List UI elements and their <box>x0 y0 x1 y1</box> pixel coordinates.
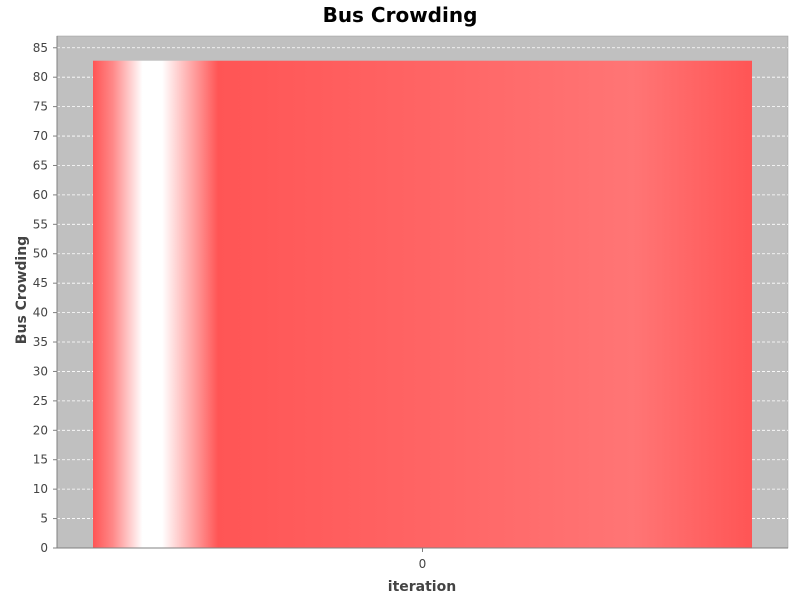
x-axis-ticks: 0 <box>419 548 427 571</box>
y-tick-label: 55 <box>33 217 48 231</box>
y-tick-label: 70 <box>33 129 48 143</box>
y-tick-label: 0 <box>40 541 48 555</box>
y-tick-label: 35 <box>33 335 48 349</box>
y-tick-label: 20 <box>33 423 48 437</box>
y-tick-label: 10 <box>33 482 48 496</box>
y-tick-label: 85 <box>33 41 48 55</box>
y-tick-label: 40 <box>33 306 48 320</box>
y-tick-label: 5 <box>40 512 48 526</box>
y-tick-label: 45 <box>33 276 48 290</box>
x-tick-label: 0 <box>419 557 427 571</box>
bars <box>93 60 752 548</box>
y-tick-label: 15 <box>33 453 48 467</box>
y-tick-label: 25 <box>33 394 48 408</box>
y-tick-label: 50 <box>33 247 48 261</box>
y-tick-label: 75 <box>33 100 48 114</box>
y-axis-ticks: 0 5 10 15 20 25 30 35 40 45 50 55 60 65 70 75 80 85 <box>33 41 57 555</box>
y-tick-label: 60 <box>33 188 48 202</box>
chart-title: Bus Crowding <box>323 3 478 27</box>
y-tick-label: 30 <box>33 364 48 378</box>
x-axis-label: iteration <box>388 579 456 595</box>
y-axis-label: Bus Crowding <box>14 236 30 344</box>
bar <box>93 60 752 548</box>
y-tick-label: 65 <box>33 158 48 172</box>
y-tick-label: 80 <box>33 70 48 84</box>
